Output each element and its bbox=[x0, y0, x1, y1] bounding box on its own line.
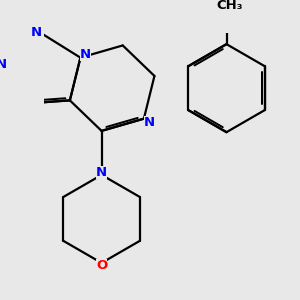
Text: N: N bbox=[31, 26, 42, 39]
Text: CH₃: CH₃ bbox=[217, 0, 243, 12]
Text: N: N bbox=[0, 58, 7, 71]
Text: N: N bbox=[80, 48, 91, 61]
Text: O: O bbox=[96, 259, 107, 272]
Text: N: N bbox=[96, 166, 107, 179]
Text: N: N bbox=[144, 116, 155, 129]
